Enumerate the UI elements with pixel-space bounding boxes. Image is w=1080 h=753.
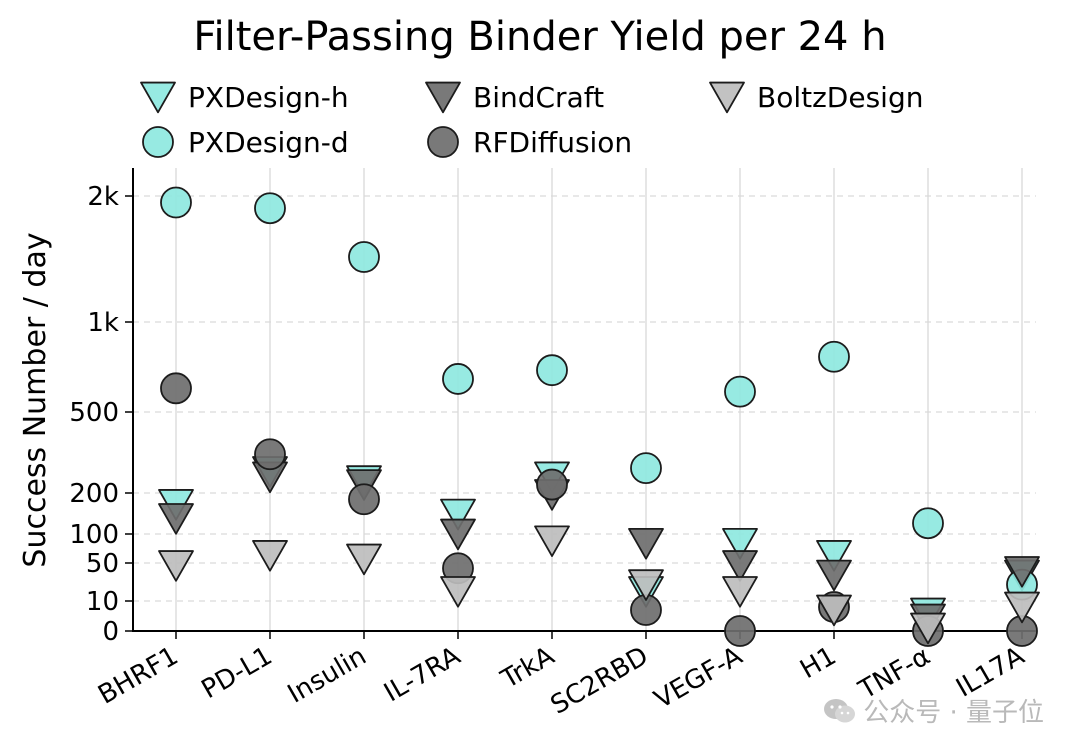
bindcraft-marker <box>722 550 758 582</box>
y-tick-label: 200 <box>69 479 119 509</box>
gridlines <box>133 168 1036 631</box>
watermark-text: 公众号 · 量子位 <box>863 698 1044 728</box>
pxdesign-d-marker <box>724 375 756 408</box>
pxdesign-d-marker <box>160 186 192 219</box>
pxdesign-h-marker <box>816 540 852 572</box>
rfdiffusion-marker <box>348 483 380 516</box>
x-tick-label: VEGF-A <box>649 641 747 715</box>
bindcraft-marker <box>158 503 194 535</box>
legend-label: RFDiffusion <box>473 126 632 159</box>
legend-rfdiffusion-marker <box>427 126 459 158</box>
y-tick-label: 1k <box>87 308 119 338</box>
boltzdesign-marker <box>346 543 382 576</box>
x-tick-label: TrkA <box>495 641 559 695</box>
legend-pxdesign-d-marker <box>142 126 174 158</box>
legend-item-pxdesign-d: PXDesign-d <box>142 126 349 159</box>
legend-item-boltzdesign: BoltzDesign <box>709 81 923 114</box>
boltzdesign-marker <box>158 550 194 582</box>
boltzdesign-marker <box>1004 591 1040 624</box>
x-tick-label: BHRF1 <box>93 641 183 710</box>
boltzdesign-marker <box>722 576 758 608</box>
markers <box>158 186 1040 647</box>
x-tick-label: SC2RBD <box>546 641 654 721</box>
legend-bindcraft-marker <box>425 81 461 114</box>
legend: PXDesign-h PXDesign-d BindCraft RFDiffusion… <box>140 81 923 159</box>
pxdesign-h-marker <box>722 527 758 560</box>
y-tick-label: 100 <box>69 520 119 550</box>
x-tick-label: Insulin <box>283 641 372 710</box>
x-tick-label: PD-L1 <box>197 641 278 705</box>
x-tick-label: IL-7RA <box>379 641 466 708</box>
pxdesign-d-marker <box>630 452 662 485</box>
boltzdesign-marker <box>628 569 664 601</box>
chart-title: Filter-Passing Binder Yield per 24 h <box>193 14 886 60</box>
boltzdesign-marker <box>440 576 476 608</box>
axes <box>132 168 1036 632</box>
legend-boltzdesign-marker <box>709 81 745 114</box>
pxdesign-d-marker <box>536 354 568 387</box>
rfdiffusion-marker <box>160 372 192 405</box>
bindcraft-marker <box>628 527 664 560</box>
boltzdesign-marker <box>910 612 946 645</box>
bindcraft-marker <box>440 518 476 551</box>
y-tick-label: 500 <box>69 398 119 428</box>
boltzdesign-marker <box>816 594 852 627</box>
y-tick-label: 0 <box>102 617 119 647</box>
rfdiffusion-marker <box>254 438 286 471</box>
rfdiffusion-marker <box>724 615 756 647</box>
watermark: 公众号 · 量子位 <box>823 692 1044 729</box>
boltzdesign-marker <box>534 525 570 557</box>
x-tick-label: H1 <box>795 641 841 685</box>
legend-pxdesign-h-marker <box>140 81 176 114</box>
bindcraft-marker <box>816 559 852 592</box>
rfdiffusion-marker <box>536 468 568 501</box>
legend-item-rfdiffusion: RFDiffusion <box>427 126 632 159</box>
y-axis-label: Success Number / day <box>18 232 53 567</box>
y-tick-label: 50 <box>86 549 119 579</box>
pxdesign-d-marker <box>818 340 850 373</box>
legend-label: BindCraft <box>473 81 604 114</box>
pxdesign-h-marker <box>440 498 476 531</box>
wechat-icon <box>824 698 856 722</box>
legend-item-pxdesign-h: PXDesign-h <box>140 81 349 114</box>
legend-label: PXDesign-d <box>188 126 349 159</box>
boltzdesign-marker <box>252 540 288 572</box>
pxdesign-d-marker <box>348 241 380 273</box>
y-tick-label: 2k <box>87 182 119 212</box>
pxdesign-d-marker <box>442 363 474 395</box>
pxdesign-d-marker <box>254 192 286 225</box>
bindcraft-marker <box>1004 556 1040 588</box>
pxdesign-d-marker <box>912 507 944 540</box>
legend-label: BoltzDesign <box>757 81 923 114</box>
legend-label: PXDesign-h <box>188 81 349 114</box>
legend-item-bindcraft: BindCraft <box>425 81 604 114</box>
y-tick-label: 10 <box>86 587 119 617</box>
